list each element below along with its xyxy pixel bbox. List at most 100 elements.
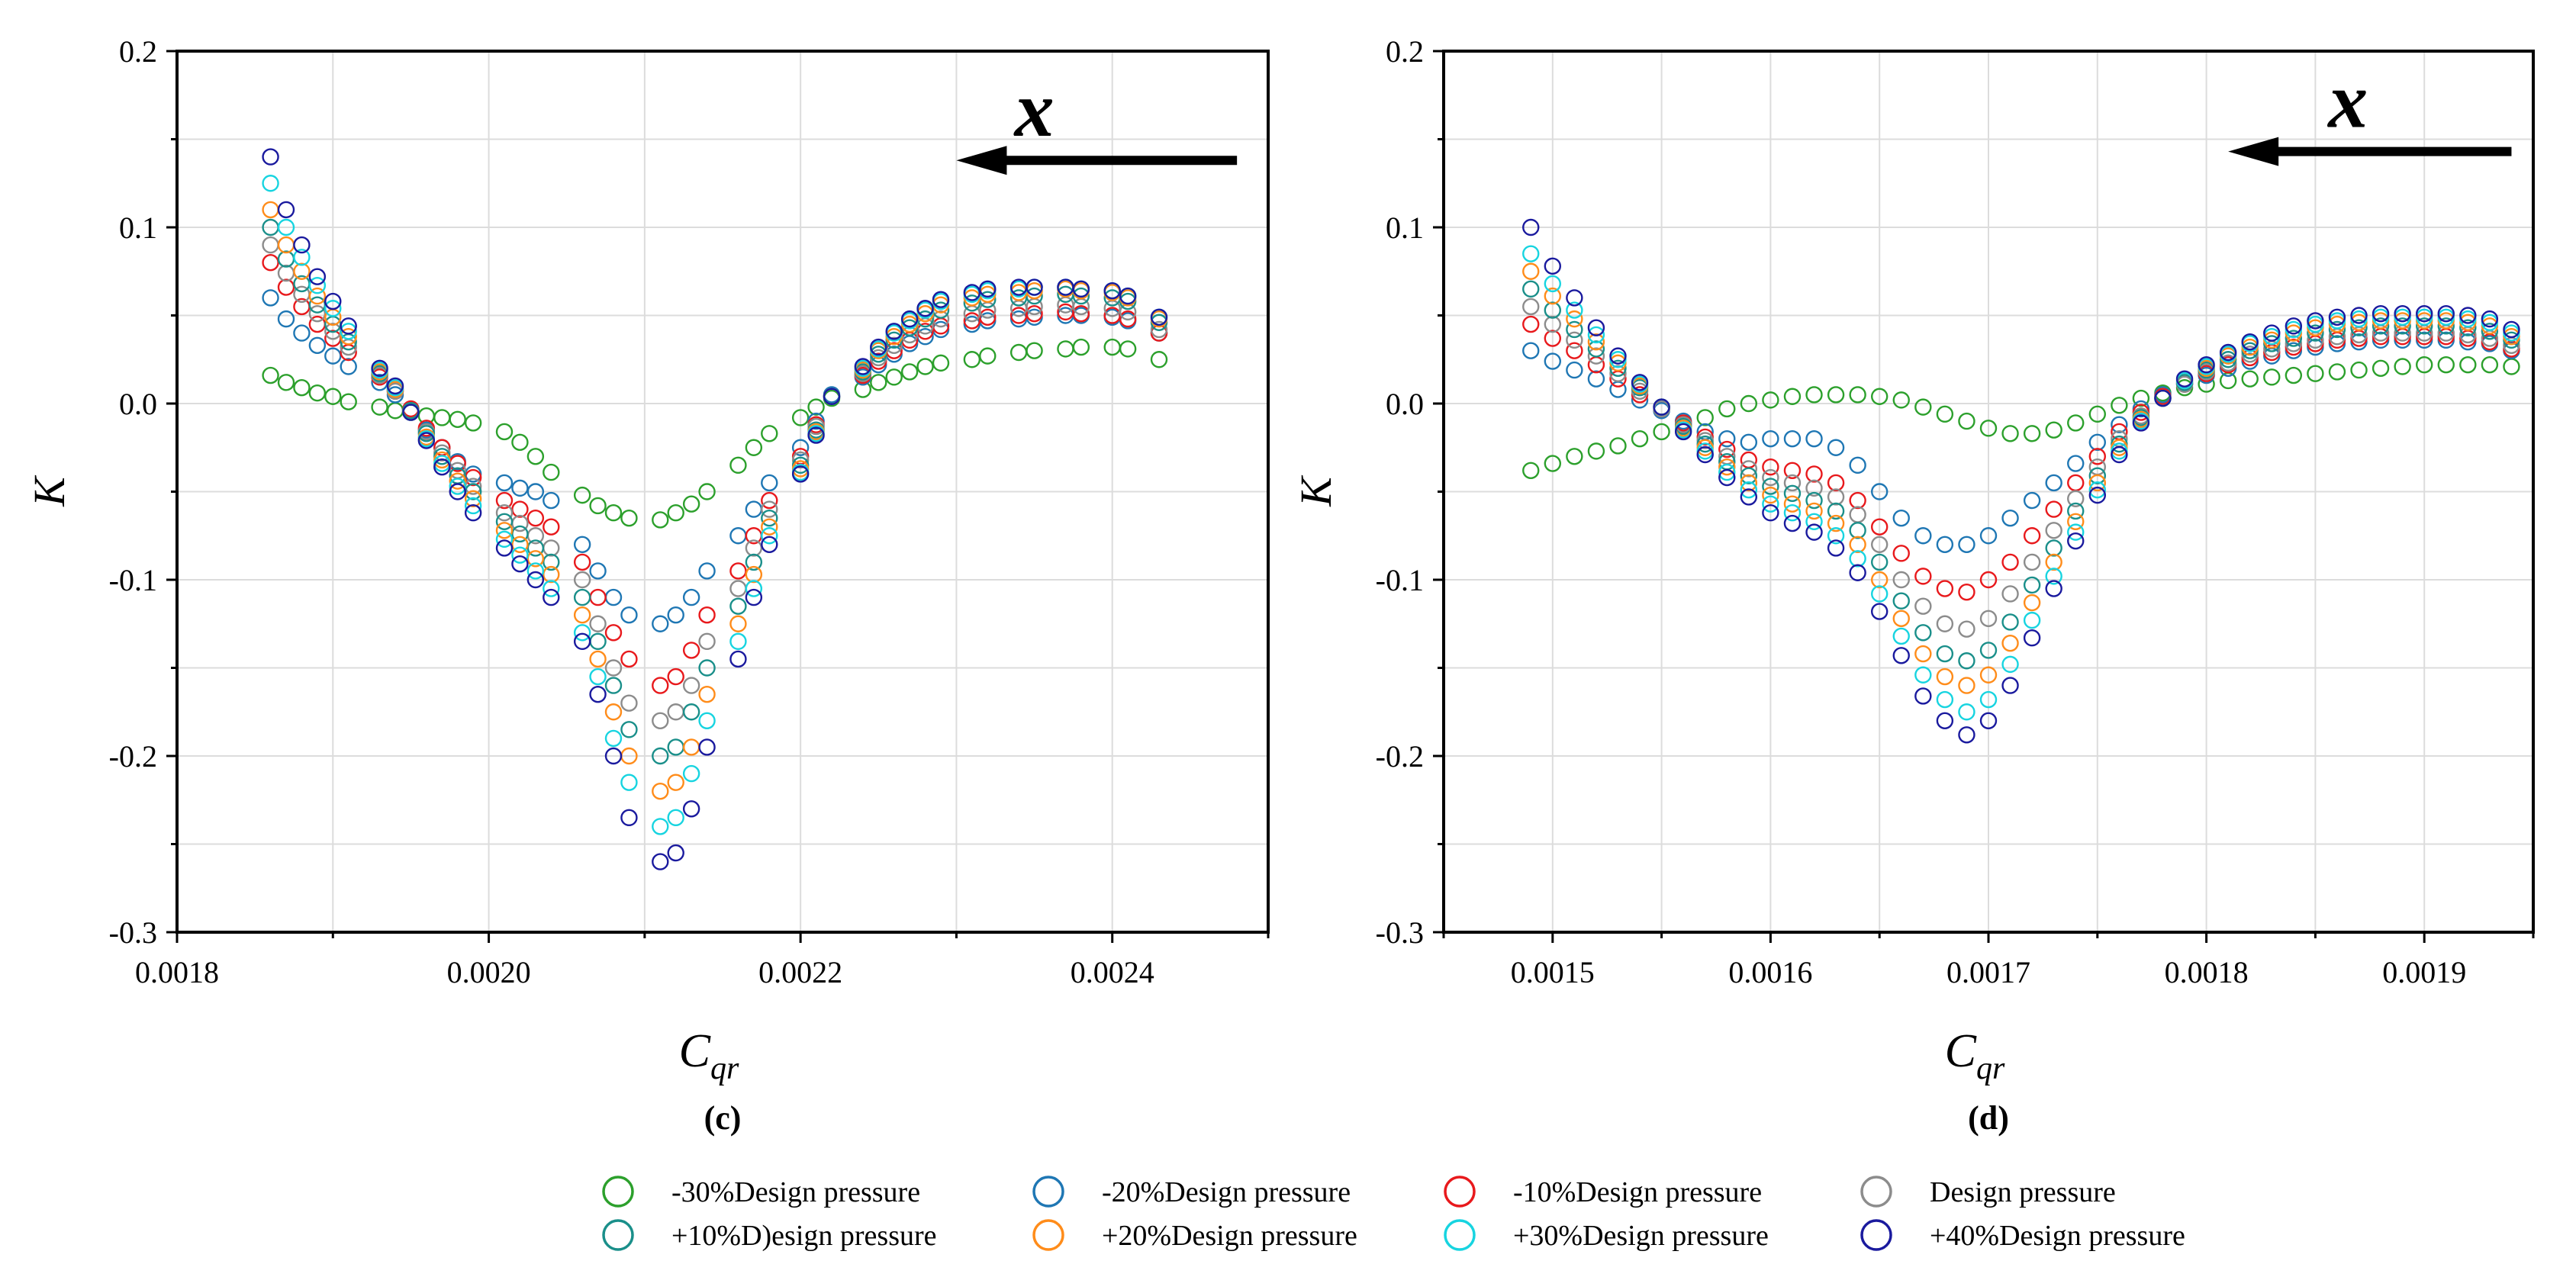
data-point <box>526 562 545 580</box>
data-point <box>464 504 482 522</box>
series--40-design-pressure <box>262 148 1168 870</box>
data-point <box>1674 423 1692 441</box>
data-point <box>2067 414 2085 432</box>
data-point <box>932 291 950 308</box>
direction-annotation: x <box>956 66 1238 175</box>
data-point <box>2001 585 2019 603</box>
data-point <box>2045 421 2062 439</box>
data-point <box>2023 629 2041 647</box>
data-point <box>1522 245 1540 262</box>
data-point <box>2045 539 2062 557</box>
data-point <box>1119 310 1137 328</box>
data-point <box>620 774 638 791</box>
data-point <box>2219 343 2237 362</box>
data-point <box>1979 571 1998 589</box>
data-point <box>1892 610 1910 628</box>
data-point <box>1914 527 1932 545</box>
data-point <box>1609 365 1627 382</box>
data-point <box>1740 460 1758 478</box>
data-point <box>543 491 560 510</box>
data-point <box>308 384 327 402</box>
data-point <box>870 338 887 356</box>
data-point <box>308 277 327 294</box>
data-point <box>2045 522 2062 539</box>
y-tick-label: 0.2 <box>1386 34 1424 69</box>
data-point <box>1740 488 1758 506</box>
data-point <box>1718 458 1736 476</box>
data-point <box>495 522 514 539</box>
data-point <box>1958 703 1975 721</box>
data-point <box>963 284 981 301</box>
data-point <box>277 218 295 236</box>
data-point <box>2023 553 2041 571</box>
data-point <box>2154 389 2172 407</box>
data-point <box>1892 592 1910 610</box>
data-point <box>667 774 684 791</box>
data-point <box>620 721 638 738</box>
data-point <box>573 553 591 571</box>
data-point <box>729 456 747 474</box>
data-point <box>1522 342 1540 359</box>
data-point <box>2045 580 2062 597</box>
data-point <box>526 483 545 500</box>
data-point <box>2372 317 2390 335</box>
data-point <box>854 358 872 375</box>
data-point <box>604 729 623 748</box>
chart-panel-c: 0.0018 0.0020 0.0022 0.0024-0.3-0.2-0.10.00… <box>24 34 1270 1137</box>
data-point <box>495 474 514 492</box>
data-point <box>2307 324 2324 342</box>
data-point <box>1696 409 1714 426</box>
data-point <box>1072 287 1090 305</box>
legend-item: -30%Design pressure <box>602 1176 920 1208</box>
y-axis: -0.3 -0.2 -0.1 0.0 0.1 0.2 <box>1376 34 1444 950</box>
data-point <box>2285 335 2303 352</box>
data-point <box>2045 474 2062 492</box>
data-point <box>604 504 623 522</box>
data-point <box>1979 527 1998 545</box>
data-point <box>1958 677 1975 694</box>
data-point <box>1892 391 1910 409</box>
data-point <box>1762 504 1779 522</box>
legend-marker <box>1032 1176 1064 1208</box>
data-point <box>464 414 482 432</box>
data-point <box>2350 307 2368 324</box>
data-point <box>495 504 514 522</box>
x-tick-label: 0.0019 <box>2382 955 2466 989</box>
data-point <box>1566 331 1583 349</box>
data-point <box>1718 400 1736 418</box>
data-point <box>1783 474 1802 492</box>
scatter-series-group <box>262 148 1168 870</box>
data-point <box>807 398 825 416</box>
data-point <box>2328 308 2346 326</box>
data-point <box>1958 536 1975 553</box>
data-point <box>761 509 778 527</box>
data-point <box>2088 486 2107 504</box>
data-point <box>417 432 436 449</box>
y-axis-label: K <box>1291 474 1341 507</box>
data-point <box>604 703 623 721</box>
data-point <box>1718 463 1736 481</box>
data-point <box>761 491 778 510</box>
data-point <box>543 580 560 597</box>
data-point <box>589 497 607 515</box>
data-point <box>729 650 747 668</box>
data-point <box>340 393 357 410</box>
data-point <box>1783 504 1802 522</box>
data-point <box>729 615 747 632</box>
data-point <box>1587 370 1605 388</box>
data-point <box>2088 481 2107 499</box>
y-axis-label: K <box>24 474 74 507</box>
data-point <box>1870 388 1889 405</box>
legend-marker <box>602 1219 634 1251</box>
data-point <box>979 308 997 326</box>
data-point <box>761 425 778 442</box>
data-point <box>1783 495 1802 513</box>
data-point <box>1827 439 1845 456</box>
data-point <box>807 426 825 444</box>
data-point <box>620 809 638 827</box>
data-point <box>1805 479 1823 497</box>
data-point <box>2111 446 2128 464</box>
data-point <box>885 323 903 340</box>
data-point <box>1914 645 1932 663</box>
direction-annotation: x <box>2228 56 2512 166</box>
